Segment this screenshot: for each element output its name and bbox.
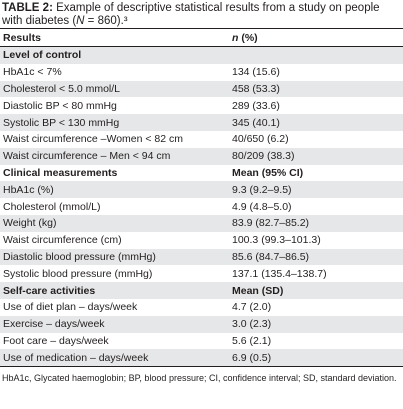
table-row: Use of diet plan – days/week 4.7 (2.0) [0,299,403,316]
table-cell: 134 (15.6) [232,66,280,79]
table: Results n (%) Level of control HbA1c < 7%… [0,28,403,368]
table-cell: Use of medication – days/week [0,349,229,367]
table-cell: Systolic blood pressure (mmHg) [3,267,153,280]
header-row: Results n (%) [0,28,403,47]
table-cell: Waist circumference (cm) [3,234,122,247]
table-row: Systolic BP < 130 mmHg 345 (40.1) [0,114,403,131]
table-cell: Cholesterol < 5.0 mmol/L [0,80,229,98]
table-cell: Waist circumference – Men < 94 cm [0,147,229,165]
table-cell: 80/209 (38.3) [229,147,403,165]
table-cell: Weight (kg) [0,214,229,232]
table-cell: Clinical measurements [3,166,118,179]
table-cell: Self-care activities [0,282,229,299]
table-cell: Use of diet plan – days/week [3,301,138,314]
table-cell: 83.9 (82.7–85.2) [229,214,403,232]
table-row: Systolic blood pressure (mmHg) 137.1 (135… [0,265,403,282]
table-cell: 9.3 (9.2–9.5) [229,181,403,199]
table-cell: Exercise – days/week [0,315,229,333]
caption-n: N [76,15,85,27]
table-row: Weight (kg) 83.9 (82.7–85.2) [0,214,403,232]
table-cell: 4.7 (2.0) [232,301,272,314]
table-cell: 458 (53.3) [229,80,403,98]
table-cell: Mean (SD) [229,282,403,299]
table-cell: Cholesterol (mmol/L) [3,200,101,213]
table-cell: 345 (40.1) [229,114,403,131]
table-row: HbA1c (%) 9.3 (9.2–9.5) [0,181,403,199]
table-cell: 4.9 (4.8–5.0) [232,200,292,213]
header-cell: Results [0,28,229,47]
table-row: Diastolic blood pressure (mmHg) 85.6 (84.… [0,248,403,266]
table-cell: 85.6 (84.7–86.5) [229,248,403,266]
table-cell: Mean (95% CI) [232,166,304,179]
header-suffix: (%) [238,31,258,44]
table-row: Level of control [0,46,403,64]
table-row: Clinical measurements Mean (95% CI) [0,165,403,182]
table-cell: 5.6 (2.1) [232,334,272,347]
table-row: Cholesterol (mmol/L) 4.9 (4.8–5.0) [0,198,403,215]
table-row: Use of medication – days/week 6.9 (0.5) [0,349,403,367]
table-cell: 100.3 (99.3–101.3) [232,234,321,247]
table-cell: Diastolic BP < 80 mmHg [3,99,117,112]
table-cell [229,46,403,64]
caption-label: TABLE 2: [2,2,53,14]
table-cell: 289 (33.6) [232,99,280,112]
table-row: HbA1c < 7% 134 (15.6) [0,64,403,81]
caption-text: = 860).³ [84,15,128,27]
footnote: HbA1c, Glycated haemoglobin; BP, blood p… [2,373,397,384]
table-row: Waist circumference –Women < 82 cm 40/650… [0,131,403,148]
header-symbol: n [232,31,239,44]
table-row: Waist circumference – Men < 94 cm 80/209 … [0,147,403,165]
table-cell: 40/650 (6.2) [232,133,289,146]
table-cell: Foot care – days/week [3,334,109,347]
table-row: Diastolic BP < 80 mmHg 289 (33.6) [0,97,403,114]
caption-text: Example of descriptive statistical resul… [2,2,380,27]
header-cell: n (%) [229,28,403,47]
table-cell: Level of control [0,46,229,64]
table-cell: 137.1 (135.4–138.7) [232,267,327,280]
table-cell: Systolic BP < 130 mmHg [0,114,229,131]
table-cell: Waist circumference –Women < 82 cm [3,133,184,146]
table-row: Cholesterol < 5.0 mmol/L 458 (53.3) [0,80,403,98]
table-row: Self-care activities Mean (SD) [0,282,403,299]
table-row: Foot care – days/week 5.6 (2.1) [0,333,403,350]
table-row: Waist circumference (cm) 100.3 (99.3–101.… [0,232,403,249]
table-cell: Diastolic blood pressure (mmHg) [0,248,229,266]
caption: TABLE 2: Example of descriptive statisti… [0,0,403,28]
table-cell: 6.9 (0.5) [229,349,403,367]
table-cell: 3.0 (2.3) [229,315,403,333]
table-cell: HbA1c < 7% [3,66,62,79]
table-cell: HbA1c (%) [0,181,229,199]
table-row: Exercise – days/week 3.0 (2.3) [0,315,403,333]
